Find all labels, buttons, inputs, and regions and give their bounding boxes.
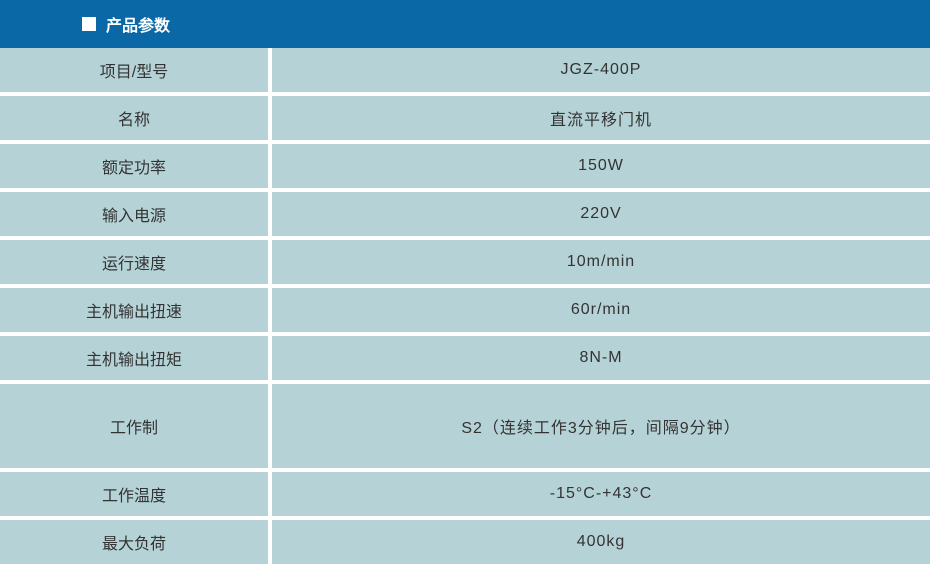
table-row: 项目/型号JGZ-400P <box>0 48 930 96</box>
spec-label: 工作温度 <box>0 472 272 520</box>
spec-value: 直流平移门机 <box>272 96 930 144</box>
spec-label: 项目/型号 <box>0 48 272 96</box>
table-row: 工作制S2（连续工作3分钟后，间隔9分钟） <box>0 384 930 472</box>
table-row: 运行速度10m/min <box>0 240 930 288</box>
spec-label: 主机输出扭矩 <box>0 336 272 384</box>
table-row: 工作温度-15°C-+43°C <box>0 472 930 520</box>
spec-value: -15°C-+43°C <box>272 472 930 520</box>
spec-value: 400kg <box>272 520 930 564</box>
table-row: 最大负荷400kg <box>0 520 930 564</box>
table-row: 名称直流平移门机 <box>0 96 930 144</box>
spec-label: 工作制 <box>0 384 272 472</box>
table-row: 额定功率150W <box>0 144 930 192</box>
spec-value: 8N-M <box>272 336 930 384</box>
table-row: 输入电源220V <box>0 192 930 240</box>
table-row: 主机输出扭矩8N-M <box>0 336 930 384</box>
spec-label: 额定功率 <box>0 144 272 192</box>
spec-label: 主机输出扭速 <box>0 288 272 336</box>
spec-value: 10m/min <box>272 240 930 288</box>
spec-value: 220V <box>272 192 930 240</box>
spec-label: 名称 <box>0 96 272 144</box>
spec-value: 150W <box>272 144 930 192</box>
spec-value: JGZ-400P <box>272 48 930 96</box>
spec-label: 最大负荷 <box>0 520 272 564</box>
spec-table: 项目/型号JGZ-400P名称直流平移门机额定功率150W输入电源220V运行速… <box>0 48 930 564</box>
header-title: 产品参数 <box>106 12 170 36</box>
spec-value: S2（连续工作3分钟后，间隔9分钟） <box>272 384 930 472</box>
table-row: 主机输出扭速60r/min <box>0 288 930 336</box>
spec-value: 60r/min <box>272 288 930 336</box>
section-header: 产品参数 <box>0 0 930 48</box>
spec-label: 运行速度 <box>0 240 272 288</box>
header-bullet-icon <box>82 17 96 31</box>
spec-label: 输入电源 <box>0 192 272 240</box>
